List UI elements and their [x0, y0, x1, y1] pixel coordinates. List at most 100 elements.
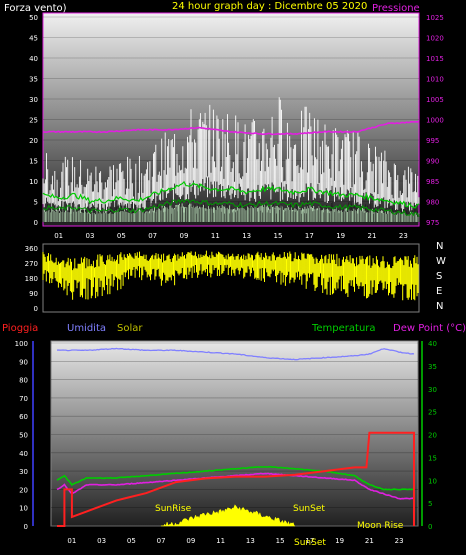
panel3-y-right-tick: 35 [428, 363, 437, 371]
panel2-series [42, 250, 419, 301]
panel1-y-left-tick: 5 [34, 199, 38, 207]
panel3-y-left-tick: 90 [19, 358, 28, 366]
label-dewpoint: Dew Point (°C) [393, 323, 466, 334]
panel3-y-right-tick: 20 [428, 432, 437, 440]
label-umidita: Umidita [67, 323, 106, 334]
panel3-x-tick: 03 [97, 537, 106, 545]
annotation-moonrise: Moon Rise [357, 521, 404, 531]
panel1-y-left: 0 5 10 15 20 25 30 35 40 45 50 [29, 14, 38, 227]
dewpoint-line [56, 472, 415, 500]
panel3-y-right-tick: 5 [428, 500, 432, 508]
panel1-y-right-tick: 1025 [426, 14, 444, 22]
panel2-direction-label: E [436, 286, 442, 297]
pressure-line [42, 120, 420, 136]
panel3-x-tick: 01 [67, 537, 76, 545]
panel3-x-tick: 09 [186, 537, 195, 545]
panel3-x-tick: 11 [216, 537, 225, 545]
panel3-x-tick: 17 [305, 537, 314, 545]
panel3-y-left-tick: 0 [24, 523, 28, 531]
label-solar: Solar [117, 323, 143, 334]
humidity-line [56, 347, 415, 361]
header-left: Forza vento) [4, 3, 67, 14]
panel1-x-tick: 05 [117, 232, 126, 240]
panel3-y-right: 0 5 10 15 20 25 30 35 40 [421, 340, 437, 531]
panel3-y-left-tick: 100 [15, 340, 28, 348]
panel1-y-left-tick: 10 [29, 178, 38, 186]
panel1-y-left-tick: 50 [29, 14, 38, 22]
panel3-y-left-tick: 10 [19, 505, 28, 513]
panel1-y-right-tick: 980 [426, 199, 439, 207]
rain-line [57, 431, 415, 527]
panel3-x-tick: 23 [395, 537, 404, 545]
panel1-y-right-tick: 975 [426, 219, 439, 227]
panel3-y-right-tick: 15 [428, 454, 437, 462]
panel2-direction-label: N [436, 241, 443, 252]
panel1-x-tick: 19 [336, 232, 345, 240]
panel1-x-tick: 03 [86, 232, 95, 240]
panel1-x-tick: 09 [180, 232, 189, 240]
panel3-y-right-tick: 30 [428, 386, 437, 394]
panel1-x-ticks: 01 03 05 07 09 11 13 15 17 19 21 23 [54, 232, 408, 240]
panel3-y-left-tick: 50 [19, 432, 28, 440]
chart-title: 24 hour graph day : Dicembre 05 2020 [172, 1, 367, 12]
panel1-x-tick: 17 [305, 232, 314, 240]
panel1-y-right-tick: 985 [426, 178, 439, 186]
panel1-y-left-tick: 45 [29, 35, 38, 43]
panel1-y-right-tick: 990 [426, 158, 439, 166]
panel1-x-tick: 13 [242, 232, 251, 240]
label-temperatura: Temperatura [311, 323, 376, 334]
wind-average-line-2 [42, 198, 420, 217]
panel3-bg [50, 340, 419, 527]
panel3-y-right-tick: 0 [428, 523, 432, 531]
panel3-x-tick: 19 [335, 537, 344, 545]
panel1-y-right-tick: 1020 [426, 35, 444, 43]
panel1-y-right-tick: 995 [426, 137, 439, 145]
panel1-y-right-tick: 1000 [426, 117, 444, 125]
temperature-line [56, 465, 415, 491]
panel1-x-tick: 01 [54, 232, 63, 240]
panel1-y-left-tick: 20 [29, 137, 38, 145]
annotation-sunrise: SunRise [155, 504, 192, 514]
panel2-y-tick: 90 [29, 290, 38, 298]
panel2-y-tick: 0 [34, 305, 38, 313]
panel1-y-left-tick: 35 [29, 76, 38, 84]
header-right: Pressione [372, 3, 420, 14]
panel1-x-tick: 07 [148, 232, 157, 240]
panel3-y-left-tick: 20 [19, 486, 28, 494]
panel3-x-tick: 21 [365, 537, 374, 545]
annotation-sunset: SunSet [293, 504, 325, 514]
panel3-y-left-tick: 60 [19, 413, 28, 421]
panel1-x-tick: 11 [211, 232, 220, 240]
panel3-y-right-tick: 40 [428, 340, 437, 348]
panel2-y-tick: 270 [25, 260, 38, 268]
wind-average-line [42, 181, 420, 209]
panel3-x-tick: 13 [246, 537, 255, 545]
wind-calm-cluster [42, 201, 420, 222]
panel3-x-ticks: 01 03 05 07 09 11 13 15 17 19 21 23 [67, 537, 403, 545]
panel1-y-right-tick: 1010 [426, 76, 444, 84]
label-pioggia: Pioggia [2, 323, 38, 334]
panel1-x-tick: 23 [399, 232, 408, 240]
panel1-y-left-tick: 40 [29, 55, 38, 63]
panel3-x-tick: 05 [127, 537, 136, 545]
panel3-y-left-tick: 70 [19, 395, 28, 403]
panel1-series [42, 97, 420, 222]
panel1-y-left-tick: 15 [29, 158, 38, 166]
panel3-y-left-tick: 30 [19, 468, 28, 476]
solar-area [160, 504, 295, 527]
annotation-sunset-bottom: SunSet [294, 538, 326, 548]
panel3-y-left: 0 10 20 30 40 50 60 70 80 90 100 [15, 340, 34, 531]
panel2-direction-label: N [436, 301, 443, 312]
panel2-y-tick: 180 [25, 275, 38, 283]
panel1-y-left-tick: 0 [34, 219, 38, 227]
panel1-x-tick: 15 [274, 232, 283, 240]
panel3-y-left-tick: 40 [19, 450, 28, 458]
panel1-y-right: 975 980 985 990 995 1000 1005 1010 1015 1020 1025 [426, 14, 444, 227]
panel1-x-tick: 21 [368, 232, 377, 240]
panel1-y-left-tick: 30 [29, 96, 38, 104]
panel3-grid [51, 342, 418, 527]
panel1-y-right-tick: 1005 [426, 96, 444, 104]
panel3-y-right-tick: 10 [428, 477, 437, 485]
